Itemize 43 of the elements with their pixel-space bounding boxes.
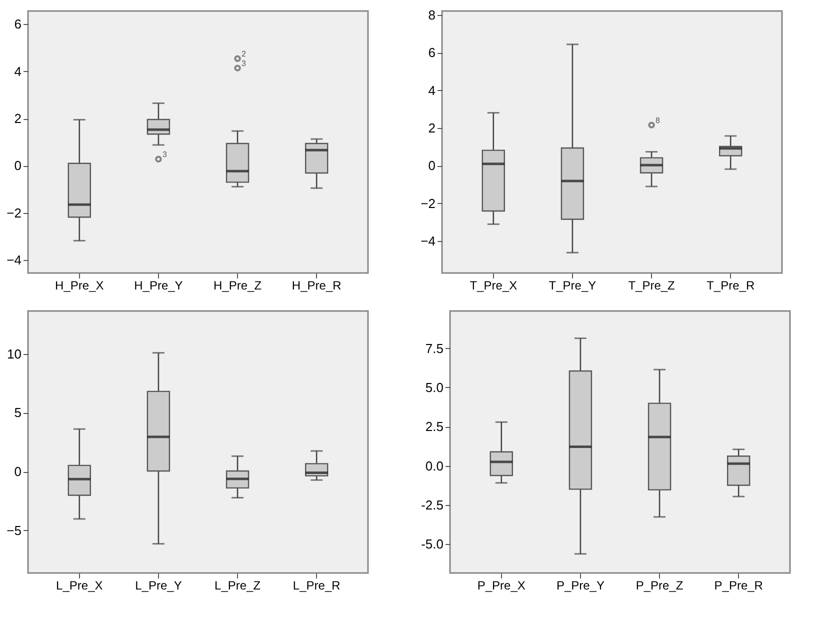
y-tick-label: −2 — [420, 196, 436, 211]
x-tick-label: P_Pre_R — [714, 578, 764, 592]
y-tick-label: −5 — [6, 522, 22, 538]
x-tick-label: T_Pre_X — [470, 278, 518, 292]
x-tick-label: L_Pre_Z — [214, 578, 261, 592]
x-tick-label: T_Pre_Z — [628, 278, 675, 292]
y-tick-label: 6 — [428, 45, 436, 60]
y-tick-label: -5.0 — [421, 536, 444, 552]
y-tick-label: −2 — [6, 205, 22, 220]
x-tick-label: T_Pre_R — [706, 278, 755, 292]
y-tick-label: 5 — [14, 405, 22, 420]
x-tick-label: H_Pre_Y — [134, 278, 183, 292]
y-tick-label: 2 — [14, 111, 22, 126]
annotation: 3 — [162, 150, 168, 160]
annotation: 2 — [242, 50, 247, 59]
x-tick-label: L_Pre_X — [56, 578, 103, 592]
y-tick-label: 0 — [428, 158, 436, 174]
x-tick-label: P_Pre_Z — [636, 578, 684, 592]
y-tick-label: -2.5 — [421, 497, 444, 512]
x-tick-label: H_Pre_X — [55, 278, 104, 292]
y-tick-label: 6 — [14, 16, 22, 32]
y-tick-label: 7.5 — [425, 340, 444, 356]
y-tick-label: 10 — [7, 346, 22, 362]
y-tick-label: −4 — [420, 234, 436, 249]
x-tick-label: L_Pre_Y — [135, 578, 182, 592]
x-tick-label: P_Pre_X — [477, 578, 526, 592]
x-tick-label: P_Pre_Y — [556, 578, 604, 592]
x-tick-label: H_Pre_R — [292, 278, 342, 292]
annotation: 8 — [656, 116, 661, 126]
y-tick-label: 2 — [428, 120, 436, 136]
y-tick-label: 0 — [14, 158, 22, 174]
y-tick-label: 4 — [428, 82, 436, 98]
x-tick-label: H_Pre_Z — [214, 278, 262, 292]
x-tick-label: L_Pre_R — [292, 578, 341, 592]
y-tick-label: 8 — [428, 7, 436, 22]
y-tick-label: 5.0 — [425, 380, 444, 395]
y-tick-label: 0.0 — [425, 458, 444, 474]
y-tick-label: 2.5 — [425, 419, 444, 434]
x-tick-label: T_Pre_Y — [548, 278, 596, 292]
y-tick-label: 4 — [14, 64, 22, 79]
annotation: 3 — [242, 59, 247, 68]
y-tick-label: −4 — [6, 252, 22, 268]
y-tick-label: 0 — [14, 464, 22, 480]
